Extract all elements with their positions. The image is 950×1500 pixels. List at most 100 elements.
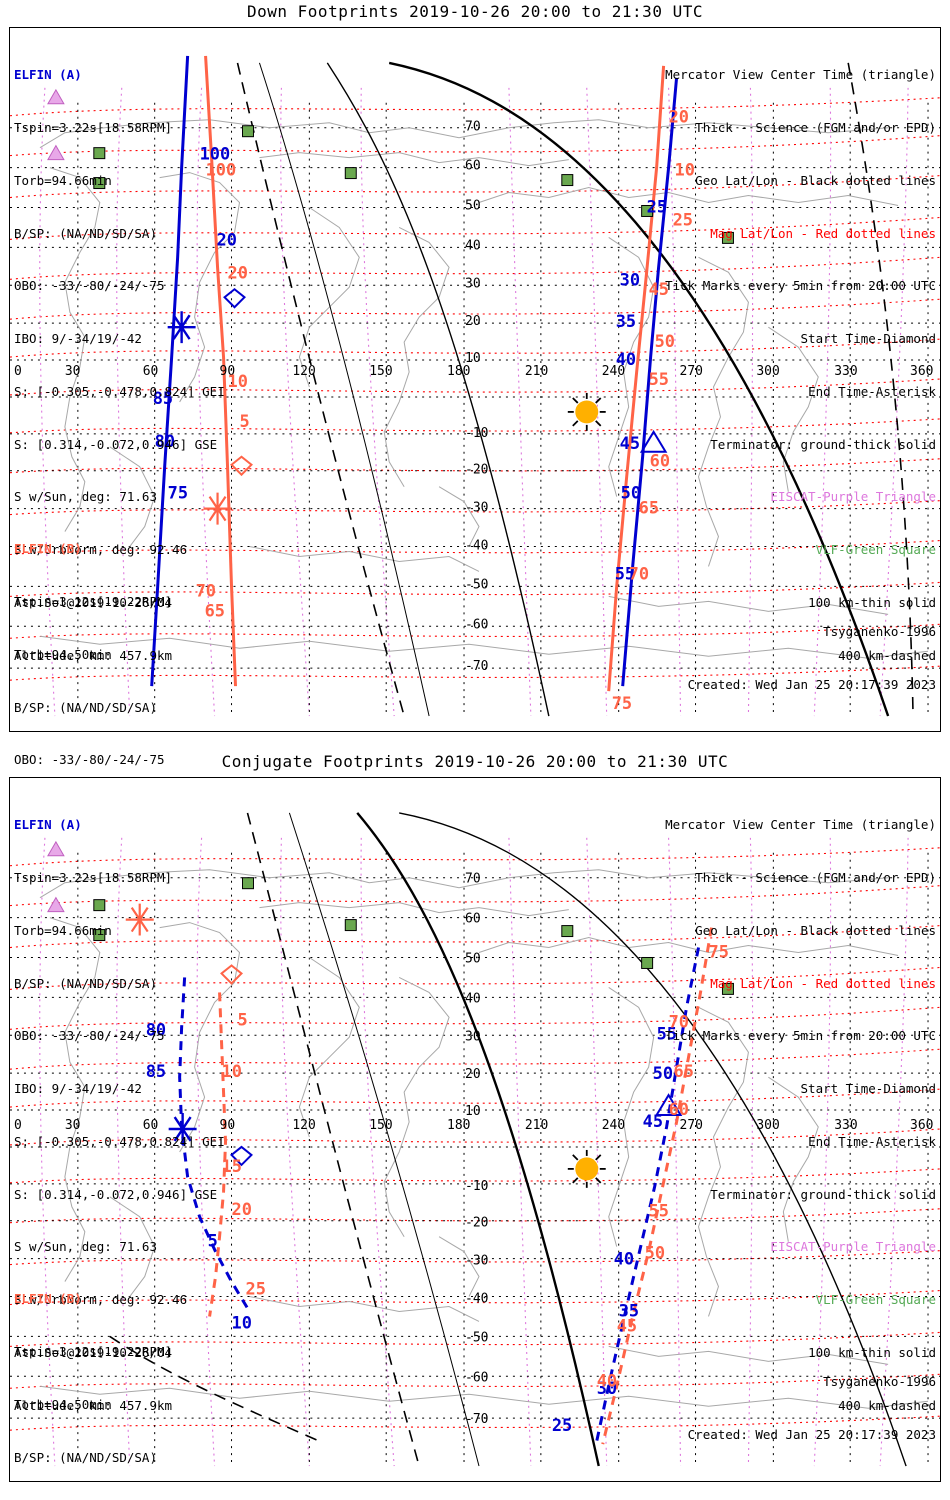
marker-start-diamond-b — [230, 455, 253, 477]
svg-text:70: 70 — [465, 120, 481, 135]
svg-text:70: 70 — [465, 872, 481, 887]
svg-text:60: 60 — [143, 364, 159, 379]
vlf-green-square-conjugate — [93, 877, 734, 995]
elfin-a-line-7: S w/Sun, deg: 71.63 — [14, 489, 157, 505]
svg-text:70: 70 — [629, 563, 649, 583]
svg-text:75: 75 — [708, 941, 728, 961]
svg-text:60: 60 — [669, 1099, 689, 1119]
track-elfin-b-west — [204, 55, 238, 687]
terminator-ground-c2 — [399, 812, 907, 1467]
svg-text:180: 180 — [447, 364, 470, 379]
legend-item-0: Mercator View Center Time (triangle) — [665, 67, 936, 83]
svg-text:10: 10 — [228, 371, 248, 391]
svg-text:90: 90 — [220, 1118, 236, 1133]
svg-text:10: 10 — [222, 1061, 242, 1081]
svg-text:70: 70 — [196, 580, 216, 600]
svg-text:90: 90 — [220, 364, 236, 379]
svg-text:55: 55 — [649, 369, 669, 389]
legend-item-11: 400 km-dashed — [838, 647, 936, 663]
svg-text:45: 45 — [643, 1111, 663, 1131]
svg-text:300: 300 — [756, 1118, 779, 1133]
track-tick-labels-b-conjugate: 5 10 15 20 25 75 70 65 60 55 50 45 40 — [222, 941, 729, 1390]
legend-item-5: Start Time-Diamond — [800, 1081, 936, 1097]
marker-end-asterisk-a-conj — [168, 1113, 197, 1145]
track-tick-labels-a-conjugate: 80 85 5 10 55 50 45 40 35 30 25 — [146, 1019, 677, 1435]
svg-text:40: 40 — [614, 1249, 634, 1269]
elfin-a-line-8: S w/OrbNorm, deg: 92.46 — [14, 542, 188, 558]
elfin-a-info-block-conjugate: ELFIN (A) Tspin=3.22s[18.58RPM] Torb=94.… — [14, 781, 225, 1450]
elfin-a-line-10: Altitude, km: 457.9km — [14, 1397, 173, 1413]
marker-start-diamond-a — [223, 287, 246, 309]
elfin-b-line-0: Tspin=3.12s[19.22RPM] — [14, 1343, 173, 1359]
svg-text:45: 45 — [649, 279, 669, 299]
svg-text:40: 40 — [616, 349, 636, 369]
legend-item-10: 100 km-thin solid — [808, 1345, 936, 1360]
svg-text:55: 55 — [657, 1023, 677, 1043]
panel-down-footprints: Down Footprints 2019-10-26 20:00 to 21:3… — [9, 2, 941, 1137]
elfin-b-line-3: OBO: -33/-80/-24/-75 — [14, 752, 165, 768]
legend-item-7: Terminator: ground-thick solid — [710, 1186, 936, 1202]
svg-text:-70: -70 — [465, 1412, 488, 1427]
elfin-b-line-0: Tspin=3.12s[19.22RPM] — [14, 593, 173, 609]
elfin-a-header: ELFIN (A) — [14, 817, 82, 833]
legend-item-5: Start Time-Diamond — [800, 331, 936, 347]
svg-text:210: 210 — [525, 1118, 548, 1133]
svg-text:100: 100 — [200, 144, 231, 164]
track-elfin-a-west — [150, 55, 190, 687]
elfin-a-line-9: Att.Sol@2019-10-26/04 — [14, 1345, 173, 1360]
svg-text:55: 55 — [649, 1201, 669, 1221]
elfin-b-line-1: Torb=94.50min — [14, 1396, 112, 1412]
svg-text:60: 60 — [465, 912, 481, 927]
svg-text:210: 210 — [525, 364, 548, 379]
marker-center-triangle-a-conj — [654, 1093, 683, 1117]
svg-text:60: 60 — [465, 159, 481, 174]
model-label: Tsyganenko-1996 — [823, 1374, 936, 1390]
created-label: Created: Wed Jan 25 20:17:39 2023 — [687, 1427, 936, 1443]
svg-text:75: 75 — [168, 483, 188, 503]
elfin-a-line-3: OBO: -33/-80/-24/-75 — [14, 278, 165, 294]
svg-text:10: 10 — [675, 160, 695, 180]
terminator-ground-left — [326, 62, 550, 717]
legend-item-2: Geo Lat/Lon - Black dotted lines — [695, 172, 936, 188]
legend-item-3: Mag Lat/Lon - Red dotted lines — [710, 225, 936, 241]
svg-text:20: 20 — [465, 1067, 481, 1082]
elfin-a-line-1: Torb=94.66min — [14, 922, 112, 938]
svg-text:120: 120 — [292, 364, 315, 379]
svg-text:20: 20 — [217, 229, 237, 249]
sun-icon-conjugate — [567, 1149, 606, 1188]
marker-start-diamond-a-conj — [230, 1145, 253, 1167]
svg-text:270: 270 — [680, 1118, 703, 1133]
svg-text:30: 30 — [465, 1029, 481, 1044]
svg-text:20: 20 — [465, 314, 481, 329]
svg-text:360: 360 — [910, 364, 933, 379]
svg-text:5: 5 — [238, 1009, 248, 1029]
elfin-a-line-4: IBO: 9/-34/19/-42 — [14, 1081, 142, 1097]
legend-block-down: Mercator View Center Time (triangle) Thi… — [665, 31, 936, 700]
elfin-b-line-2: B/SP: (NA/ND/SD/SA) — [14, 699, 157, 715]
svg-text:-70: -70 — [465, 659, 488, 674]
legend-item-11: 400 km-dashed — [838, 1397, 936, 1413]
track-elfin-b-west-conj — [208, 992, 228, 1317]
legend-item-1: Thick - Science (FGM and/or EPD) — [695, 869, 936, 885]
svg-text:60: 60 — [143, 1118, 159, 1133]
svg-text:25: 25 — [245, 1279, 265, 1299]
vlf-green-square — [93, 125, 734, 244]
svg-text:20: 20 — [228, 262, 248, 282]
svg-text:240: 240 — [602, 1118, 625, 1133]
marker-end-asterisk-a — [167, 311, 196, 344]
legend-item-10: 100 km-thin solid — [808, 595, 936, 610]
legend-block-conjugate: Mercator View Center Time (triangle) Thi… — [665, 781, 936, 1450]
marker-start-diamond-b-conj — [220, 964, 243, 985]
svg-text:25: 25 — [673, 209, 693, 229]
svg-text:5: 5 — [208, 1231, 218, 1251]
svg-text:40: 40 — [465, 238, 481, 253]
svg-text:75: 75 — [612, 693, 632, 713]
legend-item-9: VLF-Green Square — [815, 542, 936, 558]
svg-text:25: 25 — [552, 1415, 572, 1435]
svg-text:40: 40 — [465, 991, 481, 1006]
plot-area-down: 0 30 60 90 120 150 180 210 240 270 300 330 360 7… — [9, 27, 941, 1137]
map-canvas-conjugate: 0 30 60 90 120 150 180 210 240 270 300 330 360 7… — [10, 812, 940, 1467]
panel-title-conjugate: Conjugate Footprints 2019-10-26 20:00 to… — [221, 752, 729, 771]
